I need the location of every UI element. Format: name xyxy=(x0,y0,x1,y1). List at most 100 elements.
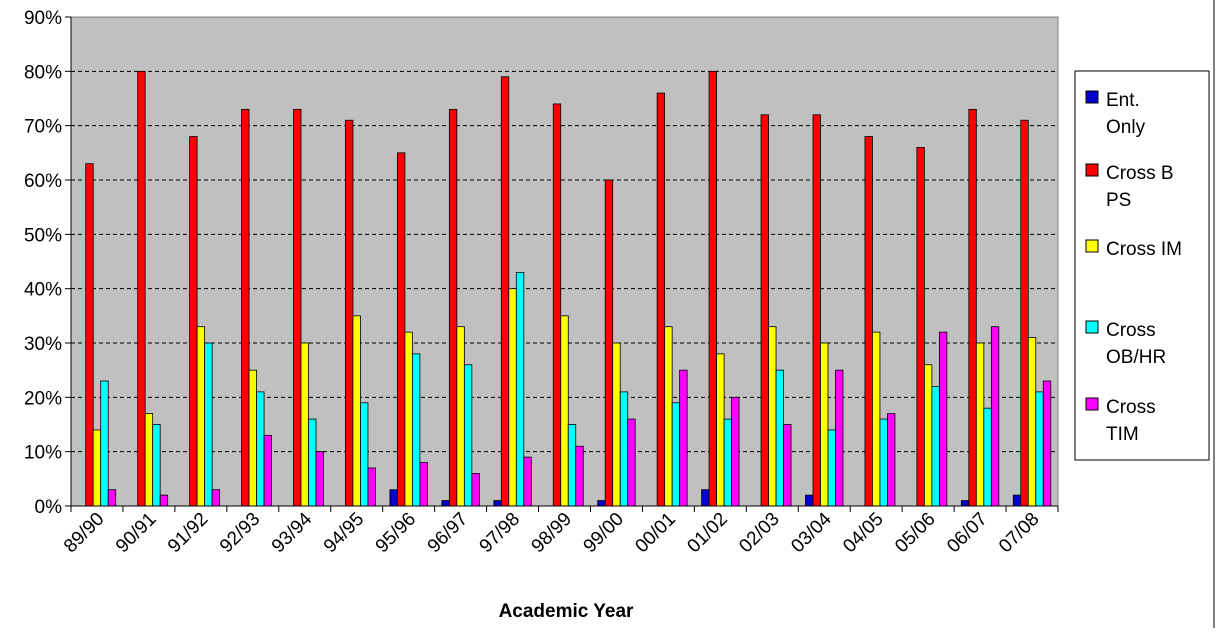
y-tick-label: 30% xyxy=(24,334,62,355)
bar xyxy=(916,146,925,507)
bar xyxy=(1020,119,1029,507)
bar xyxy=(872,331,881,507)
bar xyxy=(835,369,844,507)
y-tick-label: 60% xyxy=(24,171,62,192)
bar xyxy=(360,402,369,507)
bar xyxy=(664,326,673,507)
bar xyxy=(419,462,428,507)
bar xyxy=(775,369,784,507)
bar xyxy=(879,418,888,507)
bar xyxy=(597,500,606,507)
bar xyxy=(404,331,413,507)
bar xyxy=(412,353,421,507)
legend-label: Cross xyxy=(1106,320,1156,341)
bar xyxy=(560,315,569,507)
bar xyxy=(805,494,814,507)
bar xyxy=(923,364,933,507)
bar xyxy=(456,326,465,507)
bar xyxy=(300,342,309,507)
bar xyxy=(263,434,272,507)
x-axis-title: Academic Year xyxy=(499,601,634,622)
bar xyxy=(144,413,154,507)
legend-label: Only xyxy=(1106,117,1146,138)
bar xyxy=(827,429,836,507)
bar xyxy=(990,326,1000,507)
bar xyxy=(931,386,940,507)
bar xyxy=(152,424,161,507)
bar xyxy=(463,364,473,507)
bar xyxy=(508,288,517,507)
bar xyxy=(975,342,985,507)
bar xyxy=(308,418,317,507)
bar xyxy=(137,70,146,507)
legend-swatch xyxy=(1085,163,1099,177)
bar xyxy=(241,108,250,507)
bar xyxy=(352,315,361,507)
bar xyxy=(1027,337,1037,507)
bar xyxy=(567,424,577,507)
legend-swatch xyxy=(1085,90,1099,104)
bar xyxy=(812,114,821,507)
bar xyxy=(627,418,636,507)
legend-label: OB/HR xyxy=(1106,347,1166,368)
y-tick-label: 10% xyxy=(24,443,62,464)
y-tick-label: 80% xyxy=(24,62,62,83)
bar xyxy=(960,500,970,507)
y-axis: 0% 10% 20% 30% 40% 50% 60% 70% 80% 90% xyxy=(24,8,72,518)
y-tick-label: 90% xyxy=(24,8,62,29)
bar xyxy=(248,369,257,507)
bar xyxy=(92,429,102,507)
bar xyxy=(671,402,681,507)
bar xyxy=(515,271,525,507)
y-tick-label: 70% xyxy=(24,117,62,138)
bar xyxy=(471,472,480,507)
bar xyxy=(1035,391,1044,507)
bar xyxy=(604,179,614,507)
legend-label: Cross IM xyxy=(1106,239,1182,260)
legend-label: Ent. xyxy=(1106,90,1140,111)
bar xyxy=(389,489,398,507)
bar xyxy=(575,445,584,507)
bar xyxy=(1042,380,1052,507)
bar xyxy=(619,391,629,507)
bar xyxy=(100,380,109,507)
bar xyxy=(500,76,510,507)
bar xyxy=(656,92,666,507)
bar xyxy=(864,136,873,507)
bar xyxy=(345,119,354,507)
y-tick-label: 0% xyxy=(35,497,63,518)
legend-swatch xyxy=(1085,397,1099,411)
bar xyxy=(315,451,324,507)
legend-label: PS xyxy=(1106,190,1131,211)
bar xyxy=(708,70,717,507)
bar xyxy=(523,456,532,507)
bar xyxy=(107,489,117,507)
legend-label: Cross xyxy=(1106,397,1156,418)
bar xyxy=(256,391,265,507)
bar xyxy=(701,489,710,507)
bar xyxy=(783,424,792,507)
bar xyxy=(723,418,732,507)
bar xyxy=(887,413,896,507)
bar xyxy=(367,467,376,507)
legend-label: Cross B xyxy=(1106,163,1174,184)
legend-swatch xyxy=(1085,320,1099,334)
legend: Ent. Only Cross B PS Cross IM Cross OB/HR Cross… xyxy=(1074,70,1210,461)
legend-label: TIM xyxy=(1106,424,1139,445)
y-tick-label: 20% xyxy=(24,388,62,409)
bar xyxy=(938,331,948,507)
bar xyxy=(552,103,562,507)
bar xyxy=(612,342,621,507)
y-tick-label: 40% xyxy=(24,280,62,301)
bar xyxy=(716,353,725,507)
legend-box xyxy=(1074,70,1210,461)
bar xyxy=(760,114,769,507)
bar xyxy=(159,494,169,507)
bar xyxy=(731,396,740,507)
bar xyxy=(448,108,458,507)
bar xyxy=(204,342,213,507)
y-tick-label: 50% xyxy=(24,225,62,246)
bar xyxy=(1012,494,1022,507)
